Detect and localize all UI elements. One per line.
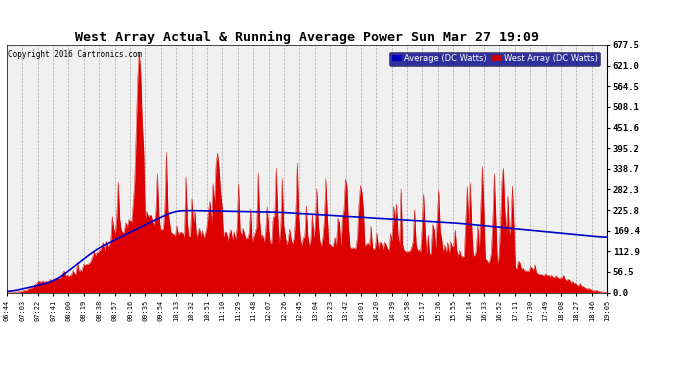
Text: Copyright 2016 Cartronics.com: Copyright 2016 Cartronics.com [8,50,142,59]
Legend: Average (DC Watts), West Array (DC Watts): Average (DC Watts), West Array (DC Watts… [389,52,600,66]
Title: West Array Actual & Running Average Power Sun Mar 27 19:09: West Array Actual & Running Average Powe… [75,31,539,44]
